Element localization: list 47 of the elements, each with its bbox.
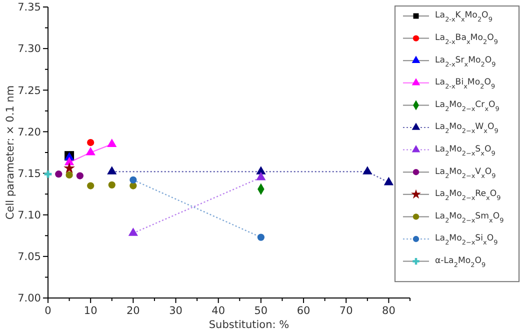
x-tick-label: 60 xyxy=(296,305,310,317)
y-tick-label: 7.20 xyxy=(18,126,41,138)
point xyxy=(87,138,94,146)
point xyxy=(66,171,73,179)
point xyxy=(64,156,74,166)
y-tick-label: 7.25 xyxy=(18,84,41,97)
y-tick-label: 7.15 xyxy=(18,168,41,180)
legend-label: La$_{2}$Mo$_{2−x}$S$_{x}$O$_{9}$ xyxy=(435,144,496,158)
x-tick-label: 70 xyxy=(339,305,353,317)
legend-label: La$_{2}$Mo$_{2−x}$Re$_{x}$O$_{9}$ xyxy=(435,189,501,202)
legend-label: La$_{2}$Mo$_{2−x}$Cr$_{x}$O$_{9}$ xyxy=(435,100,500,113)
legend-label: α-La$_{2}$Mo$_{2}$O$_{9}$ xyxy=(435,256,486,270)
point xyxy=(86,146,96,156)
point xyxy=(130,176,137,184)
point xyxy=(55,170,62,178)
legend-label: La$_{2}$Mo$_{2−x}$W$_{x}$O$_{9}$ xyxy=(435,122,498,136)
x-tick-label: 20 xyxy=(126,305,140,317)
legend-label: La$_{2-x}$Ba$_{x}$Mo$_{2}$O$_{9}$ xyxy=(435,33,498,46)
point xyxy=(108,181,116,188)
legend-label: La$_{2-x}$Bi$_{x}$Mo$_{2}$O$_{9}$ xyxy=(435,78,496,91)
point xyxy=(44,170,52,178)
point xyxy=(107,138,117,147)
legend-label: La$_{2}$Mo$_{2−x}$V$_{x}$O$_{9}$ xyxy=(435,166,496,180)
legend-label: La$_{2-x}$Sr$_{x}$Mo$_{2}$O$_{9}$ xyxy=(435,55,496,68)
x-tick-label: 80 xyxy=(382,305,396,317)
x-tick-label: 50 xyxy=(254,305,268,317)
legend-label: La$_{2}$Mo$_{2−x}$Sm$_{x}$O$_{9}$ xyxy=(435,211,504,224)
point xyxy=(64,162,75,174)
y-tick-label: 7.35 xyxy=(18,2,41,14)
point xyxy=(76,172,84,180)
point xyxy=(257,234,265,241)
legend-label: La$_{2}$Mo$_{2−x}$Si$_{x}$O$_{9}$ xyxy=(435,234,498,247)
x-tick-label: 0 xyxy=(44,305,52,317)
y-tick-label: 7.30 xyxy=(18,43,41,56)
x-axis-title: Substitution: % xyxy=(208,319,290,331)
point xyxy=(384,176,394,186)
y-tick-label: 7.00 xyxy=(18,292,41,305)
x-tick-label: 40 xyxy=(212,305,226,317)
point xyxy=(87,182,94,190)
x-tick-label: 30 xyxy=(169,305,182,317)
x-tick-label: 10 xyxy=(84,305,98,317)
y-tick-label: 7.10 xyxy=(18,210,41,222)
y-tick-label: 7.05 xyxy=(18,251,41,264)
legend-label: La$_{2-x}$K$_{x}$Mo$_{2}$O$_{9}$ xyxy=(435,10,492,24)
y-axis-title: Cell parameter: × 0.1 nm xyxy=(4,85,17,220)
point xyxy=(362,166,372,174)
point xyxy=(107,166,117,174)
